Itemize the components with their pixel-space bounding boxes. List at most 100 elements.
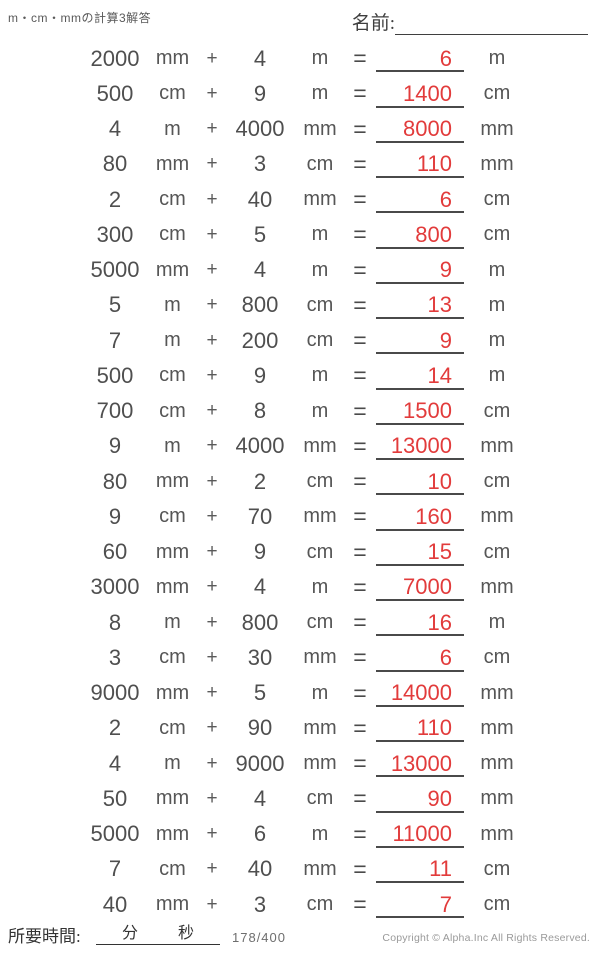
seconds-label: 秒 [177, 925, 194, 942]
equals-sign: = [353, 609, 367, 636]
equals-sign: = [353, 503, 367, 530]
operand-1-unit: cm [159, 188, 186, 211]
equals-sign: = [353, 679, 367, 706]
problem-list: 2000 mm + 4 m = 6 m 500 cm + 9 m = 1400 … [0, 41, 600, 922]
answer-unit: cm [483, 188, 511, 211]
time-blank-line: 分 秒 [96, 919, 220, 945]
problem-row: 500 cm + 9 m = 14 m [0, 358, 600, 393]
minutes-label: 分 [121, 925, 138, 942]
answer-unit: mm [480, 505, 514, 528]
plus-sign: + [206, 470, 218, 492]
answer-unit: m [488, 329, 506, 352]
name-blank-line [395, 10, 588, 35]
answer-value: 7 [376, 887, 464, 922]
problem-row: 9 cm + 70 mm = 160 mm [0, 499, 600, 534]
answer-value: 6 [376, 640, 464, 675]
problem-row: 2 cm + 90 mm = 110 mm [0, 711, 600, 746]
operand-1-unit: mm [155, 470, 190, 493]
equals-sign: = [353, 397, 367, 424]
name-label: 名前: [351, 13, 395, 34]
operand-2-unit: cm [306, 611, 334, 634]
operand-1-value: 500 [96, 80, 134, 106]
answer-value: 9 [376, 323, 464, 358]
operand-1-value: 80 [102, 151, 128, 177]
answer-value: 13000 [376, 429, 464, 464]
answer-value: 13000 [376, 746, 464, 781]
plus-sign: + [206, 82, 218, 104]
operand-2-unit: m [311, 399, 329, 422]
answer-unit: cm [483, 540, 511, 563]
answer-value: 11000 [376, 817, 464, 852]
operand-1-value: 3000 [90, 574, 140, 600]
operand-1-unit: m [164, 434, 181, 457]
operand-1-value: 9 [108, 503, 122, 529]
operand-1-value: 5 [108, 292, 122, 318]
equals-sign: = [353, 291, 367, 318]
operand-1-unit: mm [155, 893, 190, 916]
answer-value: 90 [376, 781, 464, 816]
operand-2-value: 200 [241, 327, 279, 353]
answer-unit: m [488, 364, 506, 387]
answer-unit: cm [483, 470, 511, 493]
operand-1-value: 700 [96, 398, 134, 424]
operand-1-unit: mm [155, 822, 190, 845]
problem-row: 8 m + 800 cm = 16 m [0, 605, 600, 640]
problem-row: 300 cm + 5 m = 800 cm [0, 217, 600, 252]
page-title: m・cm・mmの計算3解答 [8, 11, 152, 25]
operand-2-unit: mm [303, 434, 337, 457]
operand-1-unit: m [164, 611, 181, 634]
plus-sign: + [206, 893, 218, 915]
operand-1-value: 500 [96, 362, 134, 388]
operand-2-unit: m [311, 364, 329, 387]
plus-sign: + [206, 611, 218, 633]
plus-sign: + [206, 188, 218, 210]
plus-sign: + [206, 541, 218, 563]
time-required-label: 所要時間: [8, 927, 81, 946]
problem-row: 4 m + 9000 mm = 13000 mm [0, 746, 600, 781]
operand-1-value: 4 [108, 750, 122, 776]
answer-value: 14 [376, 358, 464, 393]
equals-sign: = [353, 468, 367, 495]
answer-unit: cm [483, 646, 511, 669]
problem-row: 3000 mm + 4 m = 7000 mm [0, 570, 600, 605]
answer-unit: mm [480, 716, 514, 739]
operand-1-value: 40 [102, 891, 128, 917]
answer-value: 10 [376, 464, 464, 499]
operand-1-value: 80 [102, 468, 128, 494]
operand-2-value: 8 [253, 398, 267, 424]
answer-value: 9 [376, 253, 464, 288]
operand-2-unit: mm [303, 646, 337, 669]
equals-sign: = [353, 221, 367, 248]
operand-2-value: 90 [247, 715, 273, 741]
operand-1-value: 7 [108, 856, 122, 882]
answer-unit: mm [480, 152, 514, 175]
operand-1-unit: m [164, 293, 181, 316]
operand-2-value: 40 [247, 186, 273, 212]
answer-unit: m [488, 293, 506, 316]
plus-sign: + [206, 787, 218, 809]
answer-value: 1400 [376, 76, 464, 111]
answer-unit: cm [483, 893, 511, 916]
problem-row: 9000 mm + 5 m = 14000 mm [0, 676, 600, 711]
answer-unit: cm [483, 223, 511, 246]
answer-unit: m [488, 47, 506, 70]
problem-row: 500 cm + 9 m = 1400 cm [0, 76, 600, 111]
operand-2-unit: m [311, 258, 329, 281]
plus-sign: + [206, 153, 218, 175]
operand-2-unit: mm [303, 188, 337, 211]
equals-sign: = [353, 891, 367, 918]
operand-2-value: 70 [247, 503, 273, 529]
operand-1-value: 2 [108, 186, 122, 212]
operand-2-unit: m [311, 681, 329, 704]
plus-sign: + [206, 505, 218, 527]
operand-1-unit: cm [159, 82, 186, 105]
equals-sign: = [353, 750, 367, 777]
problem-row: 80 mm + 3 cm = 110 mm [0, 147, 600, 182]
plus-sign: + [206, 576, 218, 598]
equals-sign: = [353, 855, 367, 882]
name-field: 名前: [352, 8, 588, 35]
problem-row: 5000 mm + 6 m = 11000 mm [0, 817, 600, 852]
plus-sign: + [206, 364, 218, 386]
answer-unit: cm [483, 857, 511, 880]
